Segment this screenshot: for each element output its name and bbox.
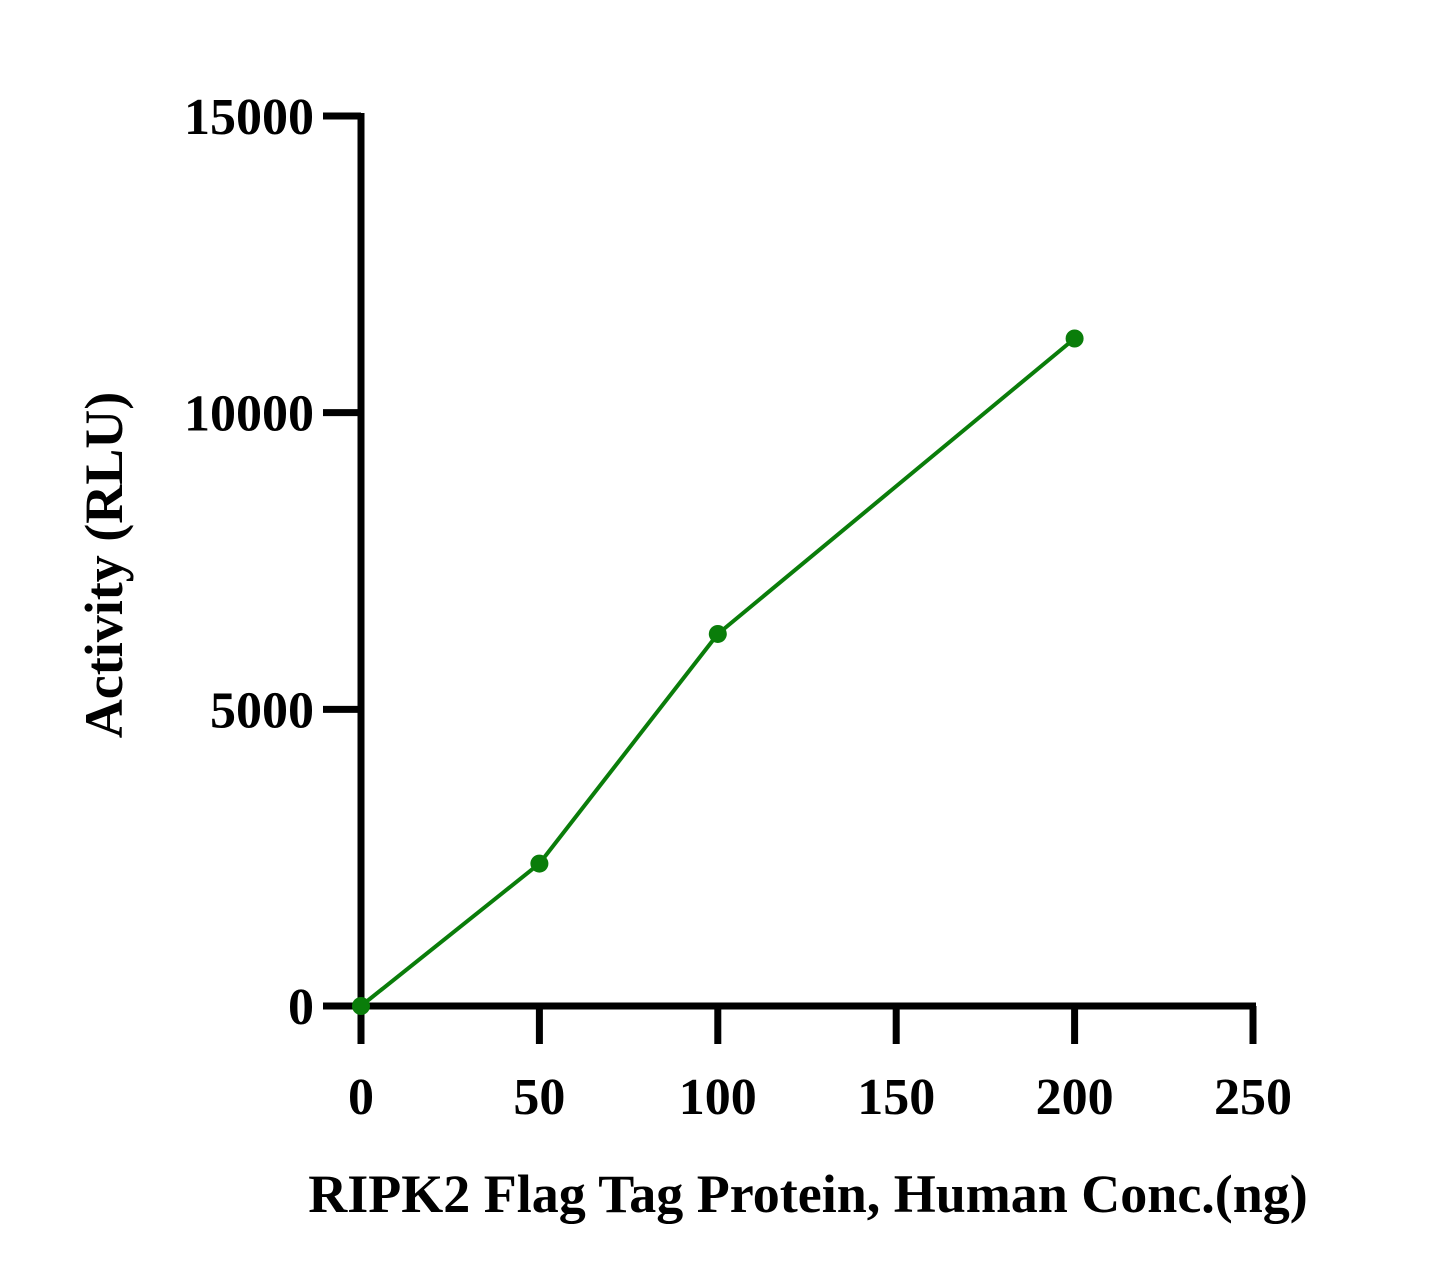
x-tick-label: 100 xyxy=(679,1069,757,1126)
data-point xyxy=(708,624,727,643)
x-tick-label: 150 xyxy=(857,1069,935,1126)
y-ticks: 0 5000 10000 15000 xyxy=(184,89,361,1036)
x-tick-label: 200 xyxy=(1036,1069,1114,1126)
data-point xyxy=(352,997,370,1015)
x-axis-title: RIPK2 Flag Tag Protein, Human Conc.(ng) xyxy=(308,1164,1308,1224)
y-axis-title: Activity (RLU) xyxy=(74,392,134,738)
x-tick-label: 50 xyxy=(513,1069,565,1126)
data-point xyxy=(530,854,549,873)
data-point xyxy=(1065,329,1084,348)
series-line xyxy=(359,336,1076,1008)
x-tick-label: 0 xyxy=(348,1069,374,1126)
y-tick-label: 10000 xyxy=(184,386,314,443)
y-tick-label: 5000 xyxy=(210,682,314,739)
axes xyxy=(357,113,1256,1010)
x-tick-label: 250 xyxy=(1214,1069,1292,1126)
y-tick-label: 0 xyxy=(288,979,314,1036)
y-tick-label: 15000 xyxy=(184,89,314,146)
series-group xyxy=(352,329,1084,1015)
x-ticks: 0 50 100 150 200 250 xyxy=(348,1006,1292,1126)
